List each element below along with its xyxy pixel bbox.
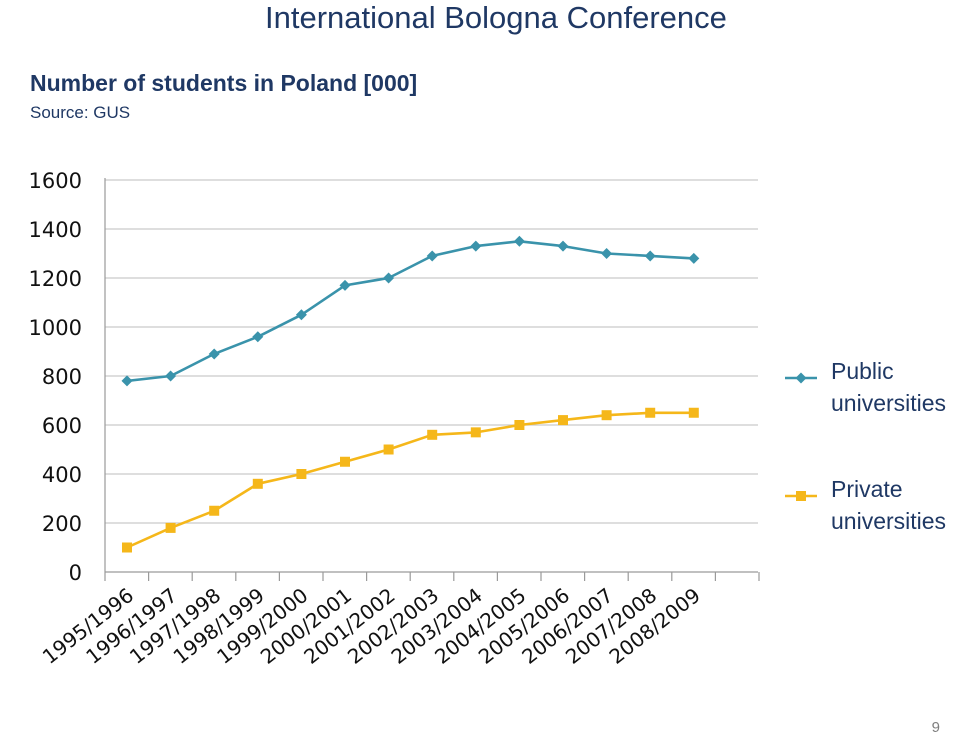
data-point [296, 469, 307, 479]
y-tick-label: 1000 [29, 316, 82, 340]
data-point [383, 444, 394, 455]
legend-marker [795, 372, 807, 384]
data-point [121, 375, 133, 387]
data-point [209, 505, 220, 516]
legend-marker [796, 491, 806, 501]
data-point [644, 250, 656, 262]
data-point [427, 429, 438, 440]
legend-label: universities [831, 390, 946, 416]
slide-title: International Bologna Conference [265, 0, 727, 35]
y-tick-label: 0 [69, 561, 82, 585]
data-point [295, 309, 307, 321]
page-number: 9 [931, 719, 940, 736]
y-tick-label: 800 [42, 365, 82, 389]
data-point [601, 410, 612, 421]
series-line-public [126, 240, 694, 383]
y-tick-label: 1600 [29, 169, 82, 193]
data-point [339, 279, 351, 291]
data-point [252, 478, 263, 489]
series-line-private [126, 411, 694, 549]
chart-source: Source: GUS [30, 103, 131, 122]
y-tick-label: 400 [42, 463, 82, 487]
data-point [426, 250, 438, 262]
data-point [514, 420, 525, 430]
data-point [688, 407, 699, 418]
chart-title: Number of students in Poland [000] [30, 70, 418, 96]
y-tick-label: 200 [42, 512, 82, 536]
data-point [165, 522, 176, 533]
data-point [208, 348, 220, 360]
data-point [383, 272, 395, 284]
data-point [645, 407, 656, 418]
legend-label: universities [831, 508, 946, 534]
data-point [513, 235, 525, 247]
data-point [601, 248, 613, 259]
data-point [470, 427, 481, 438]
data-point [340, 456, 350, 467]
data-point [470, 240, 482, 252]
y-tick-label: 600 [42, 414, 82, 438]
legend-label: Public [831, 358, 894, 384]
data-point [558, 415, 568, 426]
legend-label: Private [831, 476, 903, 502]
data-point [557, 240, 569, 252]
data-point [122, 542, 132, 553]
data-point [688, 252, 700, 264]
data-point [252, 331, 264, 343]
data-point [165, 370, 177, 382]
y-tick-label: 1200 [29, 267, 82, 291]
y-tick-label: 1400 [29, 218, 82, 242]
